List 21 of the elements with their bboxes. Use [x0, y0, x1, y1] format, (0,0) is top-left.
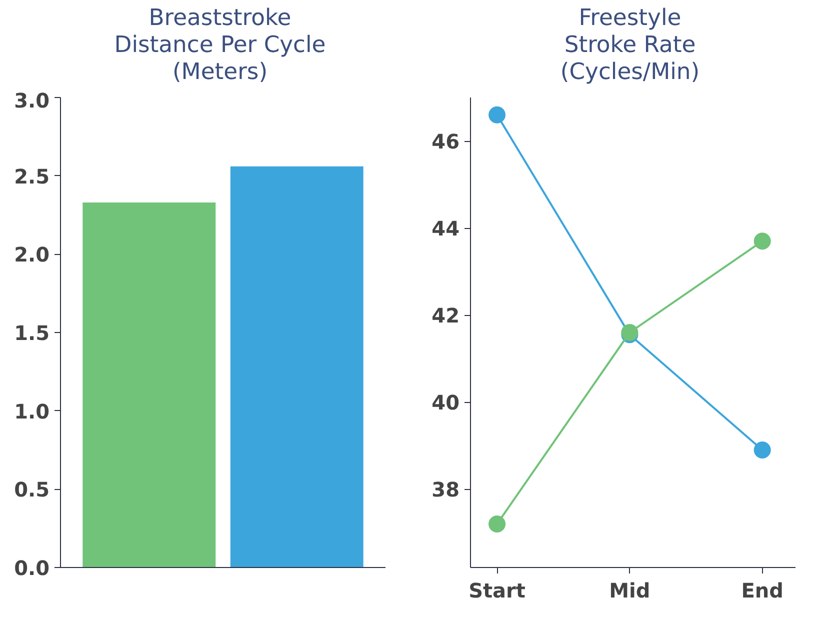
x-tick-label: Start [468, 578, 526, 602]
x-tick-label: End [741, 578, 784, 602]
y-tick-label: 40 [432, 390, 460, 414]
y-tick-label: 1.5 [14, 320, 50, 345]
y-tick-label: 0.5 [14, 477, 50, 502]
point [754, 441, 771, 458]
y-tick-label: 2.0 [14, 242, 50, 266]
y-tick-label: 1.0 [14, 398, 50, 423]
y-tick-label: 38 [432, 477, 460, 502]
x-tick-label: Mid [609, 578, 650, 602]
chart-title: Freestyle Stroke Rate (Cycles/Min) [560, 5, 700, 87]
chart-title: Breaststroke Distance Per Cycle (Meters) [114, 5, 326, 87]
y-tick-label: 3.0 [14, 88, 50, 112]
y-tick-label: 42 [432, 303, 460, 328]
point [488, 515, 506, 532]
y-tick-label: 46 [432, 129, 460, 154]
point [488, 106, 506, 123]
y-tick-label: 44 [432, 216, 460, 240]
y-tick-label: 2.5 [14, 164, 50, 188]
point [754, 232, 771, 250]
y-tick-label: 0.0 [14, 556, 50, 580]
